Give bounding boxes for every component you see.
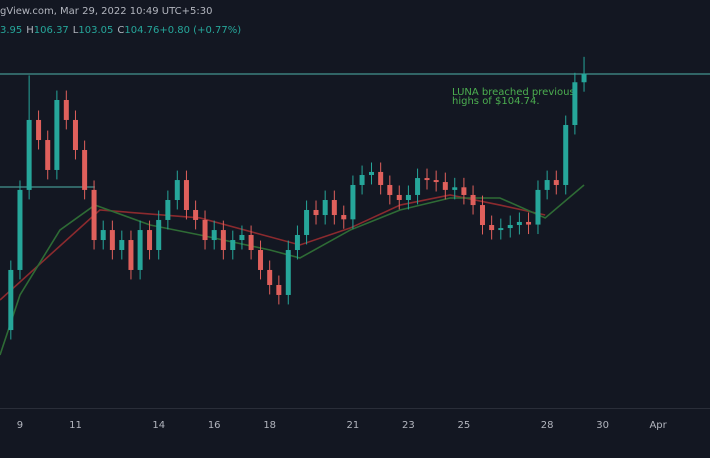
candle-body (119, 240, 125, 251)
moving-average (0, 184, 585, 356)
candle-body (581, 73, 587, 83)
candle-body (415, 178, 421, 195)
x-tick-label: 28 (541, 420, 554, 431)
moving-average (0, 194, 546, 301)
x-tick-label: 16 (208, 420, 221, 431)
candle-body (470, 194, 476, 206)
candle-body (331, 200, 337, 216)
candle-body (174, 180, 180, 201)
candle-body (498, 228, 504, 231)
candle-body (72, 119, 78, 151)
candle-body (433, 180, 439, 183)
x-tick-label: 25 (458, 420, 471, 431)
candle-body (220, 230, 226, 251)
candle-body (387, 184, 393, 195)
candle-body (165, 200, 171, 220)
legend-segment: C (117, 25, 124, 36)
legend-segment: H (26, 25, 34, 36)
candle-body (294, 234, 300, 251)
candle-body (54, 100, 60, 170)
candle-body (156, 219, 162, 251)
candle-body (285, 250, 291, 295)
candle-body (128, 240, 134, 270)
ohlc-legend: 3.95 H106.37 L103.05 C104.76+0.80 (+0.77%) (0, 25, 241, 36)
x-tick-label: 21 (347, 420, 360, 431)
candle-body (378, 171, 384, 185)
candle-body (507, 225, 513, 229)
candle-body (405, 194, 411, 201)
candle-body (17, 189, 23, 270)
candle-body (183, 180, 189, 210)
legend-segment: L (73, 25, 79, 36)
candle-body (36, 119, 42, 141)
legend-segment: 103.05 (78, 25, 113, 36)
candle-body (442, 182, 448, 190)
candle-body (147, 230, 153, 251)
x-tick-label: 18 (263, 420, 276, 431)
candle-body (479, 205, 485, 226)
candle-body (202, 219, 208, 241)
candle-body (544, 180, 550, 190)
candle-body (350, 184, 356, 220)
candle-body (248, 234, 254, 251)
candle-body (230, 240, 236, 251)
legend-segment: 104.76 (124, 25, 159, 36)
x-tick-label: 11 (69, 420, 82, 431)
candle-body (563, 125, 569, 185)
x-tick-label: 9 (17, 420, 23, 431)
candle-body (341, 215, 347, 220)
candle-body (100, 230, 106, 241)
header-text: gView.com, Mar 29, 2022 10:49 UTC+5:30 (0, 6, 212, 17)
x-tick-label: Apr (649, 420, 667, 431)
candle-body (535, 189, 541, 225)
candle-body (516, 221, 522, 226)
candle-body (489, 225, 495, 231)
candle-body (63, 100, 69, 120)
annotation-line: highs of $104.74. (452, 96, 540, 107)
candle-body (322, 200, 328, 216)
candle-body (313, 209, 319, 216)
candle-body (211, 230, 217, 241)
candle-body (26, 119, 32, 190)
candle-body (82, 150, 88, 190)
annotation-line: LUNA breached previous (452, 87, 575, 98)
legend-segment: 3.95 (0, 25, 22, 36)
candle-body (267, 269, 273, 285)
candle-body (553, 180, 559, 185)
candle-body (45, 140, 51, 170)
candle-body (137, 230, 143, 270)
candle-body (452, 187, 458, 190)
candle-body (369, 171, 375, 176)
candle-body (396, 194, 402, 201)
x-tick-label: 23 (402, 420, 415, 431)
legend-segment: 106.37 (34, 25, 69, 36)
candle-body (359, 175, 365, 185)
candle-body (526, 221, 532, 225)
candle-body (461, 187, 467, 195)
candle-body (109, 230, 115, 251)
candle-body (276, 284, 282, 295)
x-tick-label: 30 (596, 420, 609, 431)
candle-body (424, 178, 430, 181)
candle-body (193, 209, 199, 220)
candle-body (8, 269, 14, 331)
candle-body (91, 189, 97, 241)
legend-segment: +0.80 (+0.77%) (159, 25, 241, 36)
candle-body (239, 234, 245, 241)
x-tick-label: 14 (152, 420, 165, 431)
candle-body (572, 82, 578, 126)
candle-body (258, 250, 264, 270)
candle-body (304, 209, 310, 235)
